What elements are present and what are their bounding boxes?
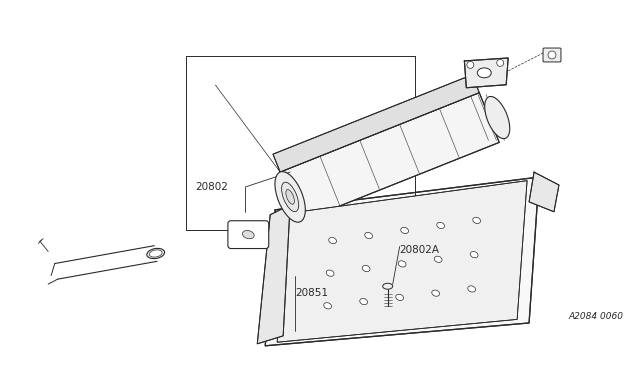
Text: 20851: 20851 — [295, 288, 328, 298]
Ellipse shape — [329, 237, 337, 244]
Circle shape — [467, 61, 474, 68]
Ellipse shape — [282, 182, 299, 212]
Ellipse shape — [383, 283, 393, 289]
Ellipse shape — [275, 171, 305, 222]
Circle shape — [497, 60, 504, 66]
Ellipse shape — [484, 96, 509, 139]
Ellipse shape — [360, 298, 367, 305]
Ellipse shape — [324, 303, 332, 309]
Polygon shape — [277, 181, 527, 342]
Text: 20802A: 20802A — [399, 244, 440, 254]
Ellipse shape — [243, 231, 254, 239]
Ellipse shape — [362, 266, 370, 272]
FancyBboxPatch shape — [228, 221, 269, 248]
Ellipse shape — [473, 217, 481, 224]
Polygon shape — [465, 58, 508, 88]
Ellipse shape — [432, 290, 440, 296]
Polygon shape — [265, 177, 539, 346]
Polygon shape — [257, 205, 290, 344]
Ellipse shape — [436, 222, 445, 228]
Polygon shape — [280, 93, 499, 222]
Ellipse shape — [149, 250, 162, 257]
Ellipse shape — [286, 190, 294, 204]
Ellipse shape — [365, 232, 372, 238]
Polygon shape — [529, 172, 559, 212]
Ellipse shape — [326, 270, 334, 276]
Ellipse shape — [401, 227, 408, 234]
Ellipse shape — [396, 294, 404, 301]
Text: A2084 0060: A2084 0060 — [569, 311, 623, 321]
Ellipse shape — [477, 68, 492, 78]
Circle shape — [548, 51, 556, 59]
Ellipse shape — [435, 256, 442, 262]
FancyBboxPatch shape — [543, 48, 561, 62]
Polygon shape — [273, 75, 479, 172]
Ellipse shape — [468, 286, 476, 292]
Text: 20802: 20802 — [196, 182, 228, 192]
Ellipse shape — [470, 251, 478, 258]
Ellipse shape — [147, 248, 164, 259]
Ellipse shape — [398, 261, 406, 267]
